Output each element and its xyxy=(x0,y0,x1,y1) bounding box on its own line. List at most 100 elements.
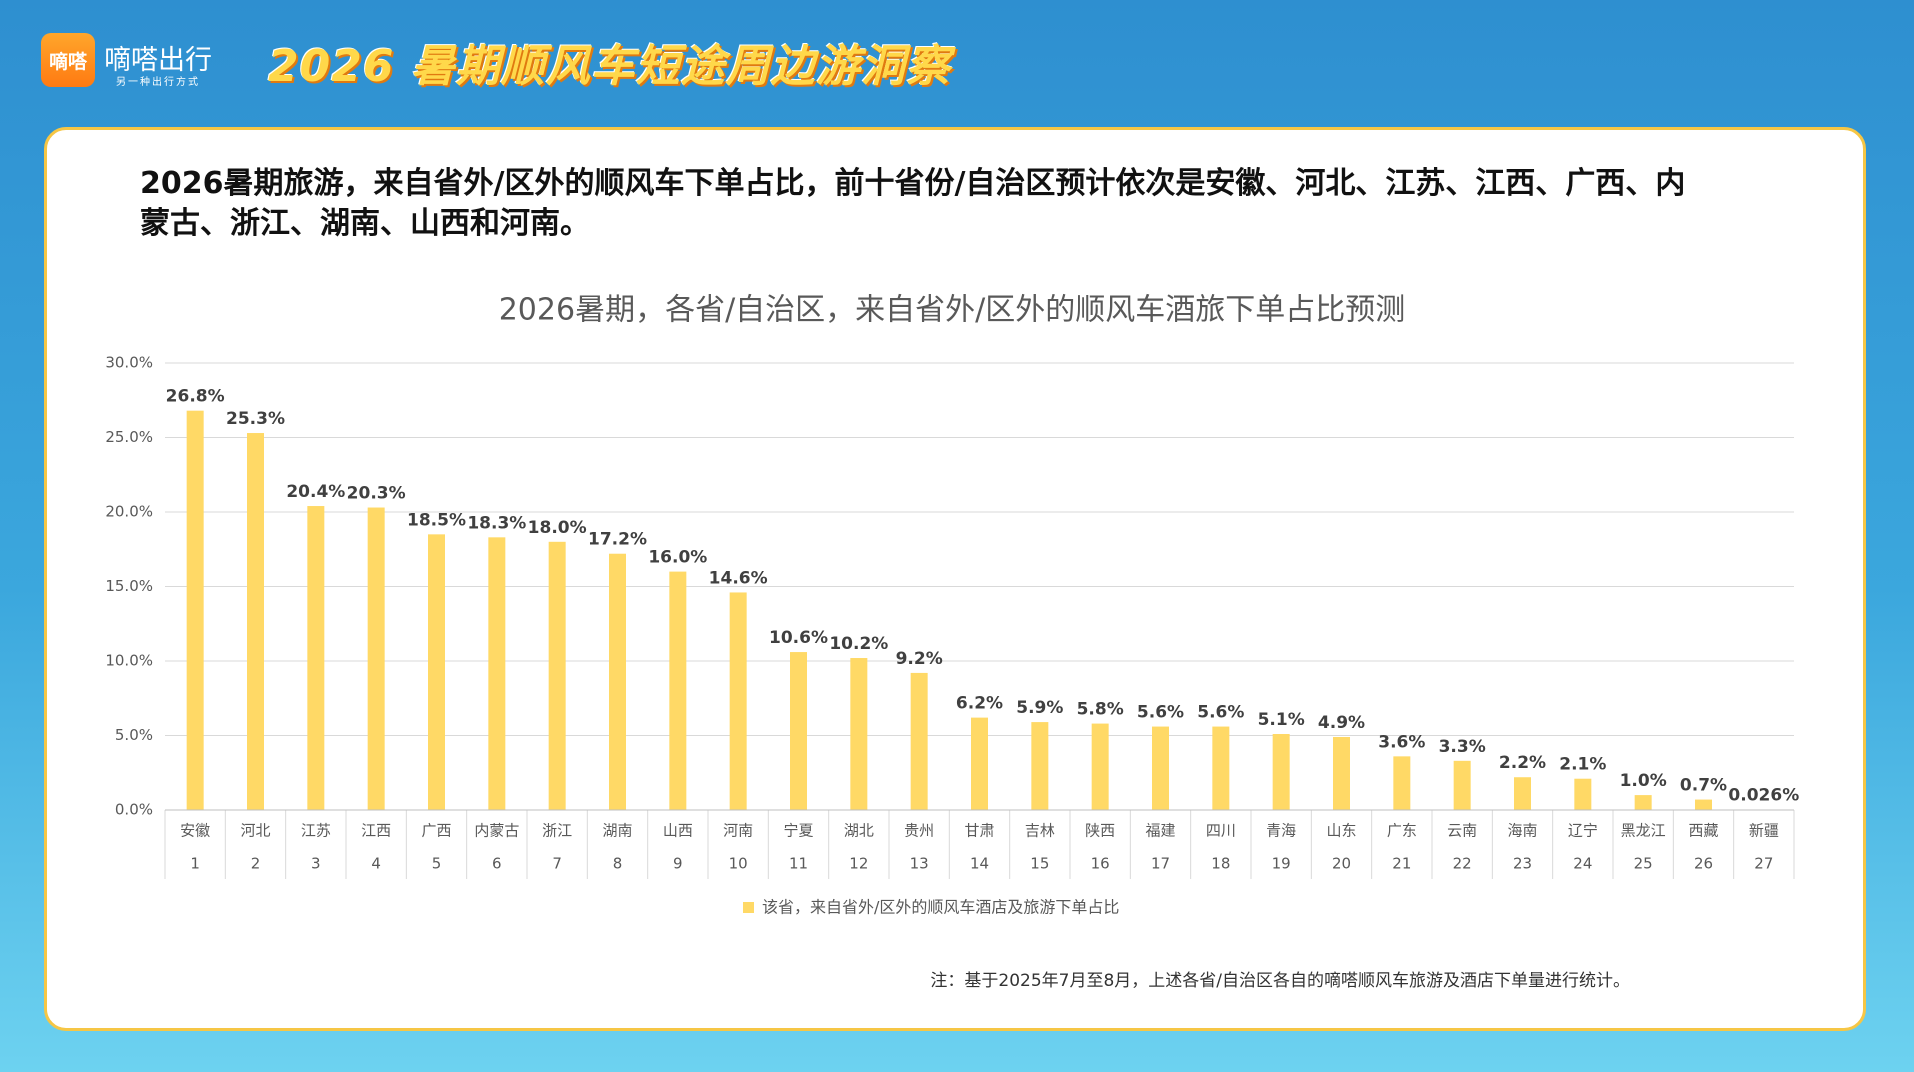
rank-label: 13 xyxy=(910,855,929,873)
bar xyxy=(850,658,868,810)
brand: 嘀嗒出行 xyxy=(104,45,212,76)
rank-label: 15 xyxy=(1030,855,1049,873)
data-label: 5.8% xyxy=(1077,700,1124,720)
data-label: 0.7% xyxy=(1680,776,1727,796)
rank-label: 24 xyxy=(1573,855,1592,873)
x-tick-label: 广西 xyxy=(421,822,451,840)
rank-label: 12 xyxy=(849,855,868,873)
bar xyxy=(247,433,264,810)
bar xyxy=(307,506,325,810)
data-label: 5.9% xyxy=(1016,698,1063,718)
y-tick-label: 30.0% xyxy=(105,354,153,372)
bar xyxy=(1514,777,1531,810)
bar xyxy=(488,537,506,810)
data-label: 18.3% xyxy=(467,513,526,533)
legend-label: 该省，来自省外/区外的顺风车酒店及旅游下单占比 xyxy=(762,898,1119,917)
rank-label: 18 xyxy=(1211,855,1230,873)
x-tick-label: 湖南 xyxy=(602,822,632,840)
rank-label: 4 xyxy=(371,855,381,873)
x-tick-label: 山东 xyxy=(1326,822,1356,840)
x-tick-label: 陕西 xyxy=(1085,822,1115,840)
bar xyxy=(1212,726,1230,810)
slogan: 另一种出行方式 xyxy=(116,77,200,88)
y-tick-label: 20.0% xyxy=(105,503,153,521)
data-label: 1.0% xyxy=(1620,771,1667,791)
rank-label: 21 xyxy=(1392,855,1411,873)
rank-label: 6 xyxy=(492,855,502,873)
rank-label: 17 xyxy=(1151,855,1170,873)
rank-label: 11 xyxy=(789,855,808,873)
y-tick-label: 10.0% xyxy=(105,652,153,670)
x-tick-label: 江苏 xyxy=(301,822,331,840)
x-tick-label: 四川 xyxy=(1206,822,1236,840)
legend-swatch xyxy=(743,902,754,913)
bar xyxy=(790,652,807,810)
data-label: 9.2% xyxy=(896,649,943,669)
x-tick-label: 吉林 xyxy=(1025,822,1055,840)
data-label: 2.2% xyxy=(1499,753,1546,773)
note: 注：基于2025年7月至8月，上述各省/自治区各自的嘀嗒顺风车旅游及酒店下单量进… xyxy=(930,971,1630,991)
data-label: 3.3% xyxy=(1439,737,1486,757)
data-label: 3.6% xyxy=(1378,732,1425,752)
data-label: 4.9% xyxy=(1318,713,1365,733)
chart-title: 2026暑期，各省/自治区，来自省外/区外的顺风车酒旅下单占比预测 xyxy=(499,293,1406,328)
bar xyxy=(1393,756,1411,810)
bar xyxy=(548,541,566,810)
x-tick-label: 新疆 xyxy=(1749,822,1779,840)
x-tick-label: 云南 xyxy=(1447,822,1477,840)
data-label: 16.0% xyxy=(648,548,707,568)
data-label: 5.6% xyxy=(1197,703,1244,723)
bar xyxy=(971,717,988,810)
data-label: 10.2% xyxy=(829,634,888,654)
data-label: 5.1% xyxy=(1258,710,1305,730)
logo: 嘀嗒 xyxy=(41,33,95,87)
bar xyxy=(1031,722,1049,810)
rank-label: 22 xyxy=(1453,855,1472,873)
x-tick-label: 贵州 xyxy=(904,822,934,840)
x-tick-label: 山西 xyxy=(663,822,693,840)
bar xyxy=(1333,736,1350,810)
bar xyxy=(910,672,928,810)
bar xyxy=(186,410,204,810)
x-tick-label: 河北 xyxy=(240,822,270,840)
x-tick-label: 辽宁 xyxy=(1568,822,1598,840)
bar xyxy=(1272,734,1290,810)
rank-label: 16 xyxy=(1091,855,1110,873)
rank-label: 20 xyxy=(1332,855,1351,873)
data-label: 2.1% xyxy=(1559,755,1606,775)
data-label: 18.5% xyxy=(407,510,466,530)
bar xyxy=(367,507,385,810)
bar xyxy=(1574,778,1592,810)
x-tick-label: 江西 xyxy=(361,822,391,840)
y-tick-label: 5.0% xyxy=(115,726,153,744)
x-tick-label: 福建 xyxy=(1145,822,1175,840)
bar xyxy=(1152,726,1169,810)
bar xyxy=(1453,760,1471,810)
bar xyxy=(609,553,626,810)
rank-label: 1 xyxy=(190,855,200,873)
x-tick-label: 黑龙江 xyxy=(1621,822,1666,840)
data-label: 20.4% xyxy=(286,482,345,502)
y-tick-label: 15.0% xyxy=(105,577,153,595)
y-tick-label: 25.0% xyxy=(105,428,153,446)
rank-label: 10 xyxy=(729,855,748,873)
data-label: 6.2% xyxy=(956,694,1003,714)
bar xyxy=(669,571,687,810)
x-tick-label: 宁夏 xyxy=(783,822,813,840)
x-tick-label: 海南 xyxy=(1507,822,1537,840)
bar xyxy=(1695,799,1712,810)
x-tick-label: 广东 xyxy=(1387,822,1417,840)
x-tick-label: 河南 xyxy=(723,822,753,840)
x-tick-label: 青海 xyxy=(1266,822,1296,840)
card xyxy=(44,127,1866,1031)
x-tick-label: 湖北 xyxy=(844,822,874,840)
rank-label: 23 xyxy=(1513,855,1532,873)
rank-label: 27 xyxy=(1754,855,1773,873)
headline: 2026暑期旅游，来自省外/区外的顺风车下单占比，前十省份/自治区预计依次是安徽… xyxy=(140,166,1686,241)
rank-label: 3 xyxy=(311,855,321,873)
rank-label: 9 xyxy=(673,855,683,873)
x-tick-label: 安徽 xyxy=(180,822,210,840)
bar xyxy=(428,534,445,810)
